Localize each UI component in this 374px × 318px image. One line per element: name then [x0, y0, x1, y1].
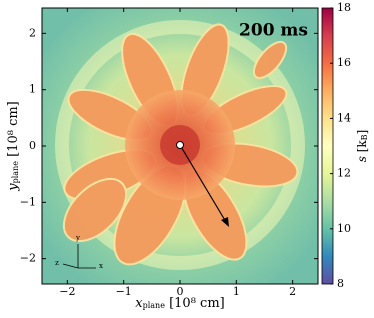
x-axis-label: xplane [10⁸ cm]	[135, 296, 224, 311]
y-tick-label: −1	[20, 195, 36, 208]
y-axis-label: yplane [10⁸ cm]	[6, 101, 21, 191]
colorbar-tick-label: 16	[337, 56, 351, 69]
x-tick-label: 2	[289, 285, 296, 298]
colorbar-tick-label: 14	[337, 111, 351, 124]
colorbar-label: s [kB]	[355, 130, 370, 163]
y-tick-label: 0	[29, 139, 36, 152]
colorbar	[321, 7, 334, 285]
orientation-label: z	[55, 259, 59, 267]
y-tick-label: 2	[29, 26, 36, 39]
orientation-label: x	[99, 262, 103, 270]
chart-title: 200 ms	[239, 21, 308, 41]
y-tick-label: 1	[29, 83, 36, 96]
y-tick-label: −2	[20, 252, 36, 265]
x-tick-label: 1	[233, 285, 240, 298]
x-tick-label: 0	[177, 285, 184, 298]
x-tick-label: −2	[59, 285, 75, 298]
orientation-label: y	[75, 234, 80, 242]
colorbar-tick-label: 18	[337, 1, 351, 14]
colorbar-tick-label: 10	[337, 222, 351, 235]
colorbar-tick-label: 12	[337, 167, 351, 180]
x-tick-label: −1	[116, 285, 132, 298]
colorbar-tick-label: 8	[337, 277, 344, 290]
simulation-slice	[42, 8, 318, 284]
orientation-axes	[62, 244, 96, 269]
